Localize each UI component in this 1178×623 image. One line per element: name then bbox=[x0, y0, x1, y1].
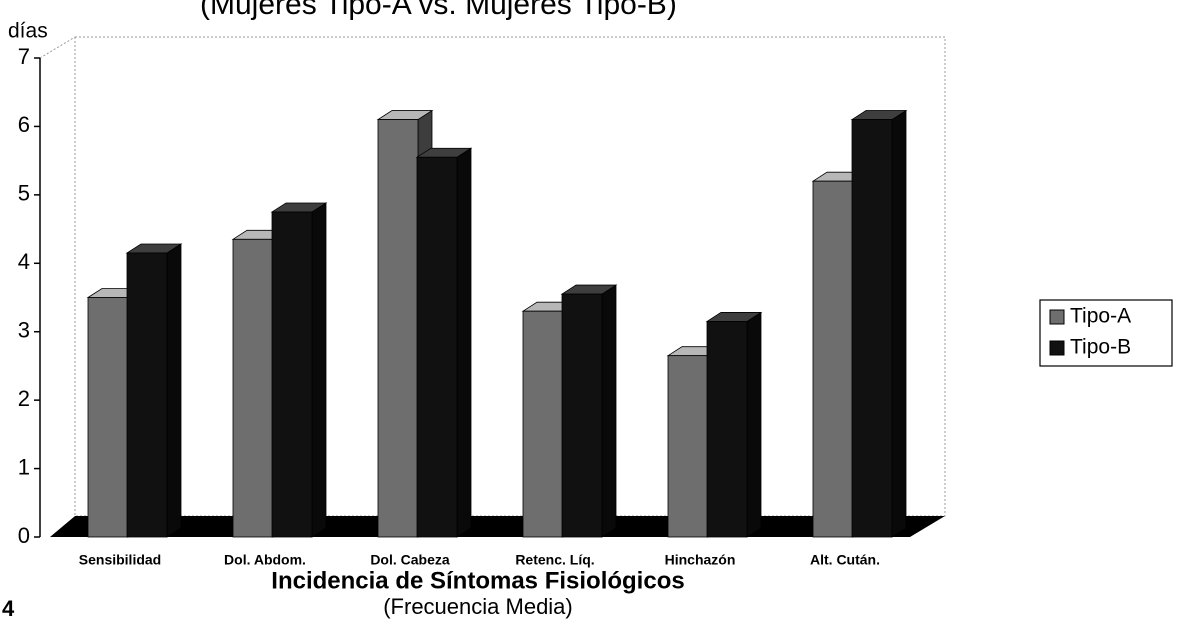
y-tick-label: 2 bbox=[18, 386, 30, 411]
bar bbox=[415, 147, 473, 538]
bar-front bbox=[232, 238, 274, 538]
bar-front bbox=[126, 252, 168, 538]
bar-front bbox=[812, 180, 854, 538]
legend-label: Tipo-B bbox=[1070, 336, 1131, 359]
bar-front bbox=[377, 119, 419, 538]
y-tick-label: 1 bbox=[18, 454, 30, 479]
bar bbox=[560, 284, 618, 538]
legend-label: Tipo-A bbox=[1070, 305, 1131, 328]
side-wall bbox=[39, 36, 76, 59]
x-tick-label: Sensibilidad bbox=[79, 552, 161, 568]
bar-side bbox=[746, 311, 762, 538]
bar-front bbox=[416, 156, 458, 538]
bar-side bbox=[166, 243, 182, 538]
bar-side bbox=[311, 202, 327, 538]
bar-front bbox=[87, 297, 129, 538]
x-tick-label: Dol. Abdom. bbox=[224, 552, 306, 568]
bar-side bbox=[601, 284, 617, 538]
subtitle: (Frecuencia Media) bbox=[383, 594, 573, 619]
bar-front bbox=[522, 310, 564, 538]
bar bbox=[270, 202, 328, 538]
bar bbox=[125, 243, 183, 538]
y-tick-label: 5 bbox=[18, 181, 30, 206]
chart-title: (Mujeres Tipo-A vs. Mujeres Tipo-B) bbox=[200, 0, 677, 21]
x-tick-label: Retenc. Líq. bbox=[515, 552, 594, 568]
y-tick-label: 0 bbox=[18, 523, 30, 548]
y-tick-label: 7 bbox=[18, 44, 30, 69]
x-tick-label: Alt. Cután. bbox=[810, 552, 880, 568]
legend-swatch bbox=[1049, 340, 1065, 356]
bar bbox=[705, 311, 763, 538]
bar-side bbox=[891, 109, 907, 538]
bar-front bbox=[561, 293, 603, 538]
bar-front bbox=[851, 119, 893, 538]
x-axis-label: Incidencia de Síntomas Fisiológicos bbox=[271, 567, 684, 594]
y-tick-label: 6 bbox=[18, 112, 30, 137]
y-axis-label: días bbox=[8, 20, 48, 43]
bar-side bbox=[456, 147, 472, 538]
page-label: 4 bbox=[2, 596, 15, 621]
bar-front bbox=[706, 321, 748, 538]
x-tick-label: Hinchazón bbox=[665, 552, 736, 568]
bar-front bbox=[271, 211, 313, 538]
y-tick-label: 3 bbox=[18, 318, 30, 343]
floor bbox=[50, 516, 945, 537]
bar-front bbox=[667, 355, 709, 538]
y-tick-label: 4 bbox=[18, 249, 30, 274]
x-tick-label: Dol. Cabeza bbox=[370, 552, 450, 568]
legend-swatch bbox=[1049, 309, 1065, 325]
bar bbox=[850, 109, 908, 538]
